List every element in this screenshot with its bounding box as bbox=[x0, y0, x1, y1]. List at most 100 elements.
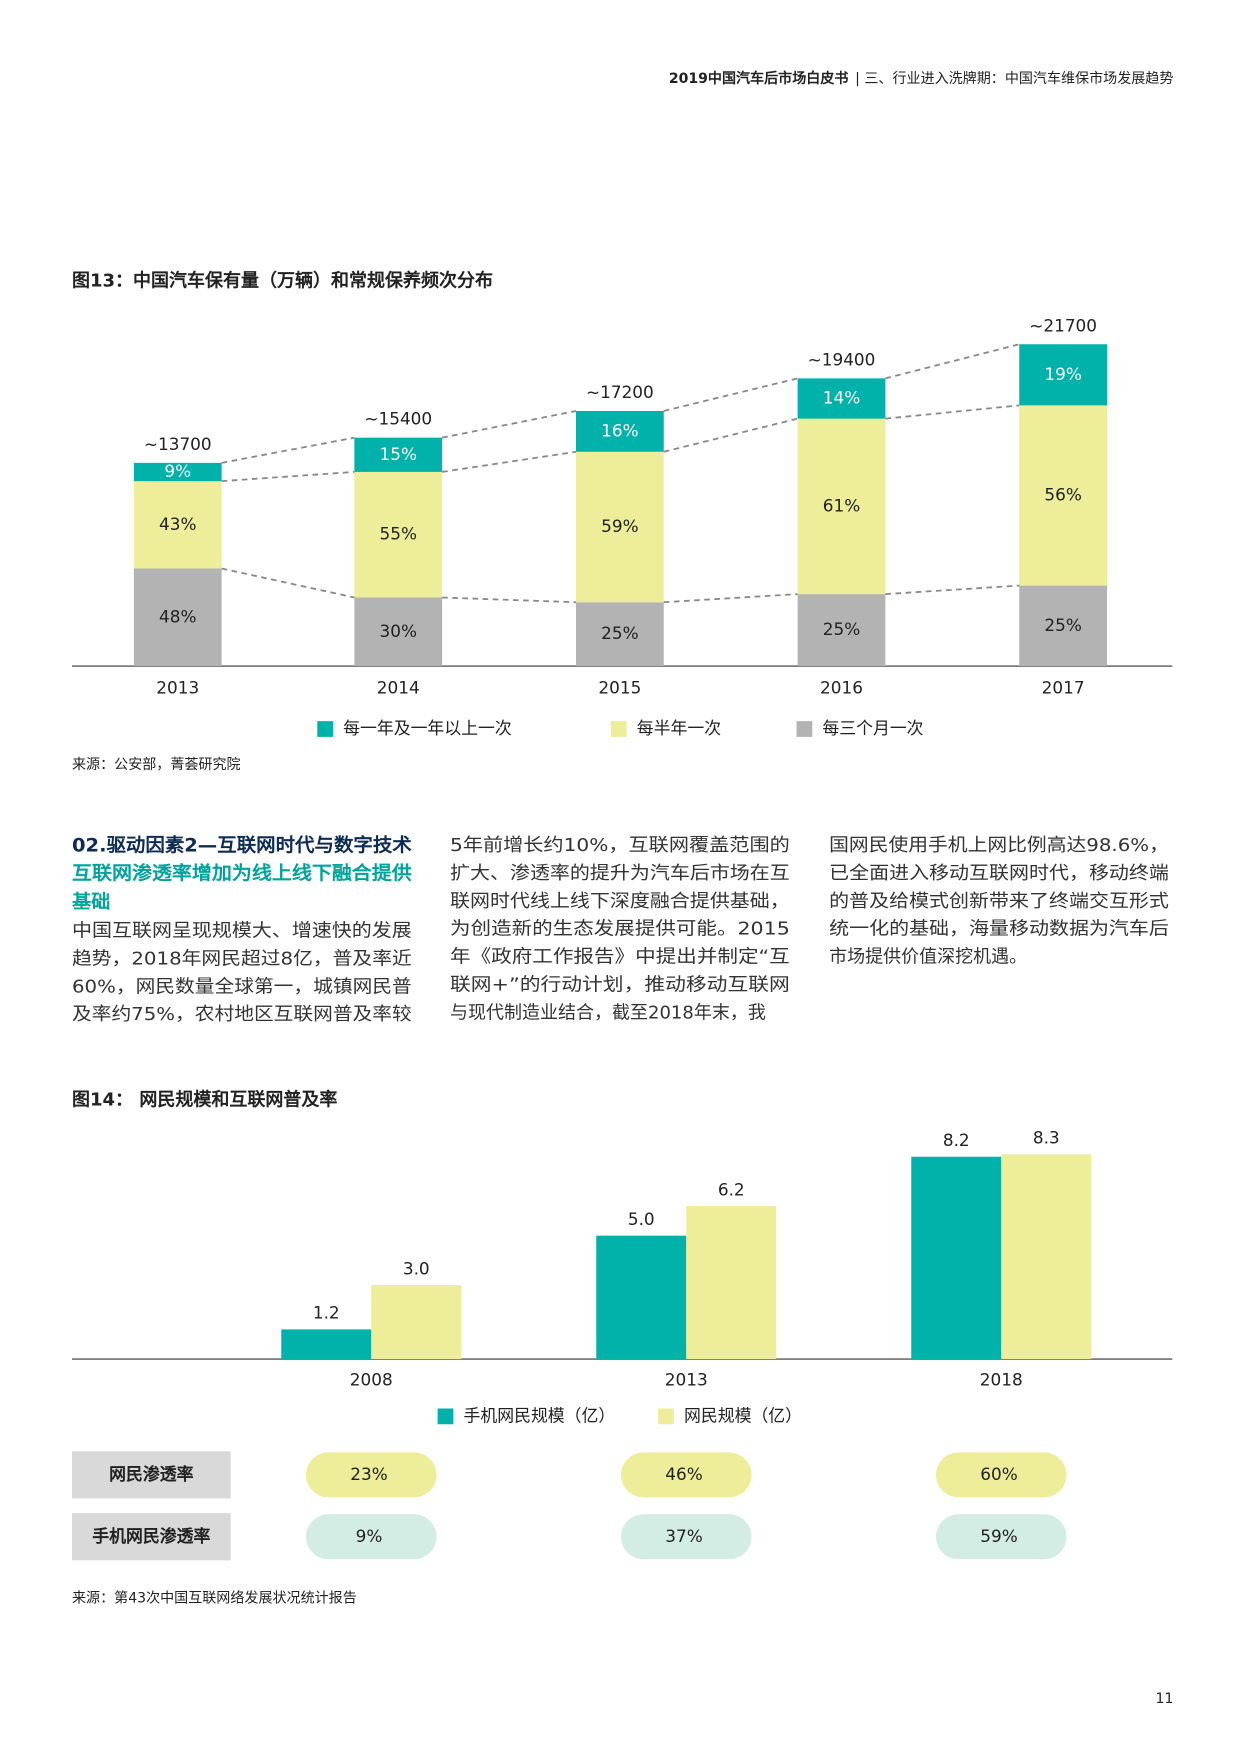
body-text: 与现代制造业结合，截至2018年末，我 bbox=[450, 1002, 766, 1023]
x-tick-label: 2013 bbox=[156, 678, 199, 698]
body-text: 扩大、渗透率的提升为汽车后市场在互 bbox=[450, 863, 790, 884]
bar bbox=[1001, 1154, 1092, 1360]
data-label: 8.3 bbox=[1033, 1128, 1060, 1148]
body-text: 统一化的基础，海量移动数据为汽车后 bbox=[829, 919, 1169, 940]
row-label: 手机网民渗透率 bbox=[92, 1526, 210, 1546]
x-tick-label: 2015 bbox=[598, 678, 641, 698]
legend-swatch bbox=[658, 1408, 674, 1425]
data-label: 9% bbox=[164, 461, 191, 481]
data-label: 25% bbox=[823, 619, 860, 639]
x-tick-label: 2017 bbox=[1042, 678, 1085, 698]
bar-segment bbox=[354, 437, 443, 472]
source: 来源：公安部，菁荟研究院 bbox=[72, 756, 241, 773]
data-label: 16% bbox=[601, 420, 638, 440]
data-label: 3.0 bbox=[403, 1258, 430, 1278]
pill bbox=[306, 1514, 437, 1560]
bar-segment bbox=[1019, 344, 1108, 406]
legend-label: 每半年一次 bbox=[637, 718, 721, 738]
body-text: 5年前增长约10%，互联网覆盖范围的 bbox=[450, 835, 790, 856]
cell: 60% bbox=[980, 1464, 1017, 1484]
chart-title: 图14： 网民规模和互联网普及率 bbox=[72, 1088, 337, 1110]
bar-segment bbox=[576, 451, 664, 603]
legend-label: 网民规模（亿） bbox=[684, 1405, 802, 1425]
source: 来源：第43次中国互联网络发展状况统计报告 bbox=[72, 1590, 357, 1607]
data-label: 25% bbox=[601, 623, 638, 643]
bar-segment bbox=[576, 410, 664, 452]
body-text: 年《政府工作报告》中提出并制定“互 bbox=[450, 947, 790, 968]
total-label: ~17200 bbox=[586, 382, 654, 402]
connector bbox=[663, 593, 798, 604]
legend-label: 每三个月一次 bbox=[822, 718, 923, 738]
total-label: ~21700 bbox=[1029, 315, 1097, 335]
connector bbox=[663, 417, 798, 453]
body-text: 国网民使用手机上网比例高达98.6%， bbox=[829, 835, 1169, 856]
row-label-box bbox=[72, 1513, 231, 1561]
bar-segment bbox=[576, 602, 664, 667]
cell: 23% bbox=[350, 1464, 387, 1484]
data-label: 5.0 bbox=[628, 1209, 655, 1229]
report-title: 2019中国汽车后市场白皮书 bbox=[669, 70, 849, 87]
cell: 46% bbox=[665, 1464, 702, 1484]
section-heading: 互联网渗透率增加为线上线下融合提供 bbox=[72, 863, 412, 885]
x-tick-label: 2013 bbox=[665, 1369, 708, 1389]
x-tick-label: 2016 bbox=[820, 678, 863, 698]
pill bbox=[936, 1452, 1067, 1498]
bar bbox=[686, 1206, 777, 1360]
pill bbox=[936, 1514, 1067, 1560]
pill bbox=[306, 1452, 437, 1498]
body-text: 60%，网民数量全球第一，城镇网民普 bbox=[72, 976, 412, 997]
data-label: 1.2 bbox=[313, 1303, 340, 1323]
total-label: ~13700 bbox=[144, 434, 212, 454]
bar bbox=[281, 1329, 372, 1360]
body-text: 中国互联网呈现规模大、增速快的发展 bbox=[72, 921, 412, 942]
section-heading: 基础 bbox=[71, 891, 110, 913]
cell: 59% bbox=[980, 1526, 1017, 1546]
x-tick-label: 2018 bbox=[980, 1369, 1023, 1389]
data-label: 30% bbox=[380, 621, 417, 641]
body-text: 已全面进入移动互联网时代，移动终端 bbox=[829, 863, 1169, 884]
data-label: 61% bbox=[823, 495, 860, 515]
bar bbox=[371, 1285, 462, 1360]
section-title: | 三、行业进入洗牌期：中国汽车维保市场发展趋势 bbox=[855, 70, 1173, 87]
bar bbox=[596, 1235, 687, 1360]
bar-segment bbox=[133, 481, 222, 569]
connector bbox=[885, 404, 1020, 420]
legend-swatch bbox=[317, 721, 334, 737]
connector bbox=[441, 410, 577, 439]
data-label: 59% bbox=[601, 516, 638, 536]
data-label: 15% bbox=[380, 444, 417, 464]
bar-segment bbox=[1019, 405, 1108, 586]
row-label-box bbox=[72, 1451, 231, 1499]
connector bbox=[442, 596, 577, 604]
body-text: 联网时代线上线下深度融合提供基础， bbox=[450, 891, 790, 912]
data-label: 55% bbox=[380, 524, 417, 544]
connector bbox=[221, 436, 355, 464]
bar-segment bbox=[797, 594, 886, 667]
legend-swatch bbox=[437, 1408, 454, 1425]
legend-label: 手机网民规模（亿） bbox=[464, 1405, 616, 1425]
total-label: ~19400 bbox=[808, 349, 876, 369]
bar-segment bbox=[797, 378, 886, 419]
bar-segment bbox=[354, 597, 443, 667]
cell: 37% bbox=[665, 1526, 702, 1546]
body-text: 为创造新的生态发展提供可能。2015 bbox=[450, 919, 790, 940]
connector bbox=[885, 584, 1020, 595]
body-text: 联网+”的行动计划，推动移动互联网 bbox=[450, 975, 790, 996]
data-label: 25% bbox=[1044, 615, 1081, 635]
row-label: 网民渗透率 bbox=[109, 1464, 193, 1484]
data-label: 19% bbox=[1044, 364, 1081, 384]
body-text: 的普及给模式创新带来了终端交互形式 bbox=[829, 891, 1169, 912]
page-number: 11 bbox=[1156, 1691, 1174, 1707]
data-label: 14% bbox=[823, 387, 860, 407]
total-label: ~15400 bbox=[364, 409, 432, 429]
cell: 9% bbox=[356, 1526, 383, 1546]
bar bbox=[911, 1156, 1002, 1360]
connector bbox=[442, 450, 577, 473]
data-label: 48% bbox=[159, 606, 196, 626]
bar-segment bbox=[354, 471, 443, 598]
section-heading: 02.驱动因素2—互联网时代与数字技术 bbox=[72, 835, 412, 857]
pill bbox=[621, 1452, 752, 1498]
chart-title: 图13：中国汽车保有量（万辆）和常规保养频次分布 bbox=[72, 269, 493, 291]
x-tick-label: 2014 bbox=[377, 678, 420, 698]
